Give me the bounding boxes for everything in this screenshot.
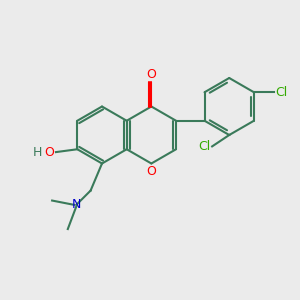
Text: H: H (33, 146, 42, 159)
Text: Cl: Cl (198, 140, 211, 153)
Text: N: N (72, 198, 81, 211)
Text: Cl: Cl (275, 86, 287, 99)
Text: O: O (146, 165, 156, 178)
Text: O: O (146, 68, 156, 81)
Text: O: O (45, 146, 54, 159)
